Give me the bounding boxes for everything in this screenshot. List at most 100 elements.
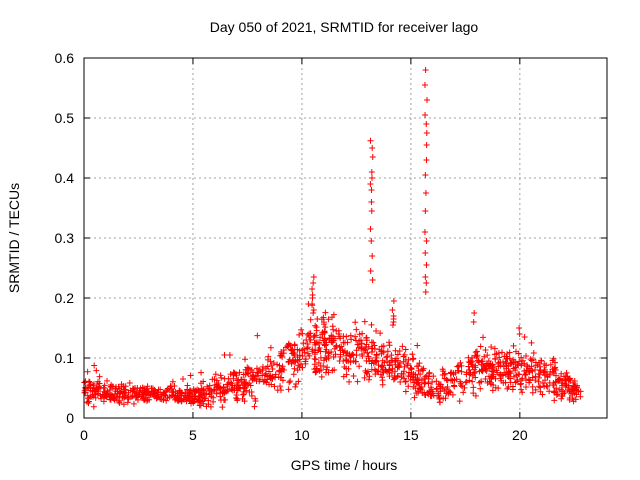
data-point	[352, 333, 359, 340]
data-point	[554, 391, 561, 398]
data-point	[267, 344, 274, 351]
data-point	[390, 319, 397, 325]
x-tick-label: 15	[403, 427, 419, 443]
data-point	[168, 385, 175, 392]
x-axis-label: GPS time / hours	[291, 457, 398, 473]
data-point	[86, 379, 93, 386]
data-point	[344, 350, 351, 356]
data-point	[515, 350, 522, 357]
data-point	[566, 375, 573, 382]
data-point	[354, 378, 361, 385]
data-point	[257, 376, 264, 383]
data-point	[377, 330, 384, 337]
data-point	[414, 342, 421, 349]
data-point	[491, 345, 498, 352]
data-point	[516, 331, 523, 337]
chart-title: Day 050 of 2021, SRMTID for receiver lag…	[210, 19, 479, 35]
data-point	[413, 363, 420, 370]
data-point	[378, 363, 385, 370]
data-point	[402, 378, 409, 385]
data-point	[423, 280, 430, 286]
data-point	[322, 324, 329, 331]
data-point	[315, 359, 322, 366]
data-point	[458, 368, 465, 375]
data-point	[299, 364, 306, 371]
data-point	[321, 335, 328, 342]
data-point	[518, 386, 525, 393]
data-point	[386, 339, 393, 346]
data-point	[447, 389, 454, 396]
data-point	[114, 388, 121, 395]
data-point	[294, 357, 301, 364]
data-point	[498, 349, 505, 356]
data-point	[96, 373, 103, 380]
data-point	[402, 346, 409, 353]
data-point	[423, 262, 430, 268]
data-point	[90, 381, 97, 388]
data-point	[93, 367, 100, 374]
data-point	[264, 356, 271, 363]
data-point	[337, 347, 344, 354]
data-point	[517, 381, 524, 388]
data-point	[183, 398, 190, 405]
data-point	[368, 321, 375, 328]
data-point	[338, 343, 345, 350]
data-point	[384, 369, 391, 376]
data-point	[462, 379, 469, 386]
data-point	[369, 154, 376, 160]
data-point	[314, 339, 321, 346]
data-point	[528, 357, 535, 364]
data-point	[424, 97, 431, 103]
data-point	[421, 82, 428, 88]
data-point	[117, 389, 124, 396]
data-point	[363, 335, 370, 342]
data-point	[114, 394, 121, 401]
data-point	[380, 342, 387, 349]
data-point	[410, 355, 417, 362]
data-point	[473, 348, 480, 355]
data-point	[364, 349, 371, 356]
data-point	[300, 340, 307, 347]
data-point	[209, 376, 216, 383]
data-point	[264, 376, 271, 383]
data-point	[198, 369, 205, 376]
data-point	[553, 391, 560, 398]
data-point	[207, 403, 214, 410]
data-point	[268, 381, 275, 388]
data-point	[215, 383, 222, 390]
data-point	[448, 377, 455, 384]
data-point	[570, 386, 577, 393]
data-point	[169, 378, 176, 385]
data-point	[547, 361, 554, 368]
data-point	[231, 387, 238, 394]
data-point	[144, 388, 151, 395]
data-point	[390, 376, 397, 383]
data-point	[198, 385, 205, 392]
data-point	[492, 355, 499, 362]
data-point	[234, 396, 241, 403]
data-point	[493, 350, 500, 357]
data-point	[518, 354, 525, 361]
data-point	[244, 369, 251, 376]
data-point	[475, 359, 482, 366]
data-point	[402, 378, 409, 385]
data-point	[248, 373, 255, 380]
data-point	[409, 373, 416, 380]
data-point	[497, 375, 504, 382]
chart-grid	[84, 58, 607, 418]
data-point	[467, 369, 474, 376]
data-point	[506, 368, 513, 375]
data-point	[412, 385, 419, 392]
data-point	[292, 383, 299, 390]
data-point	[429, 378, 436, 385]
data-point	[204, 383, 211, 390]
data-point	[480, 334, 487, 341]
data-point	[559, 390, 566, 397]
data-point	[436, 399, 443, 406]
data-point	[422, 112, 429, 118]
data-point	[439, 372, 446, 379]
data-point	[187, 372, 194, 379]
data-point	[240, 391, 247, 398]
data-point	[500, 379, 507, 386]
data-point	[368, 360, 375, 367]
